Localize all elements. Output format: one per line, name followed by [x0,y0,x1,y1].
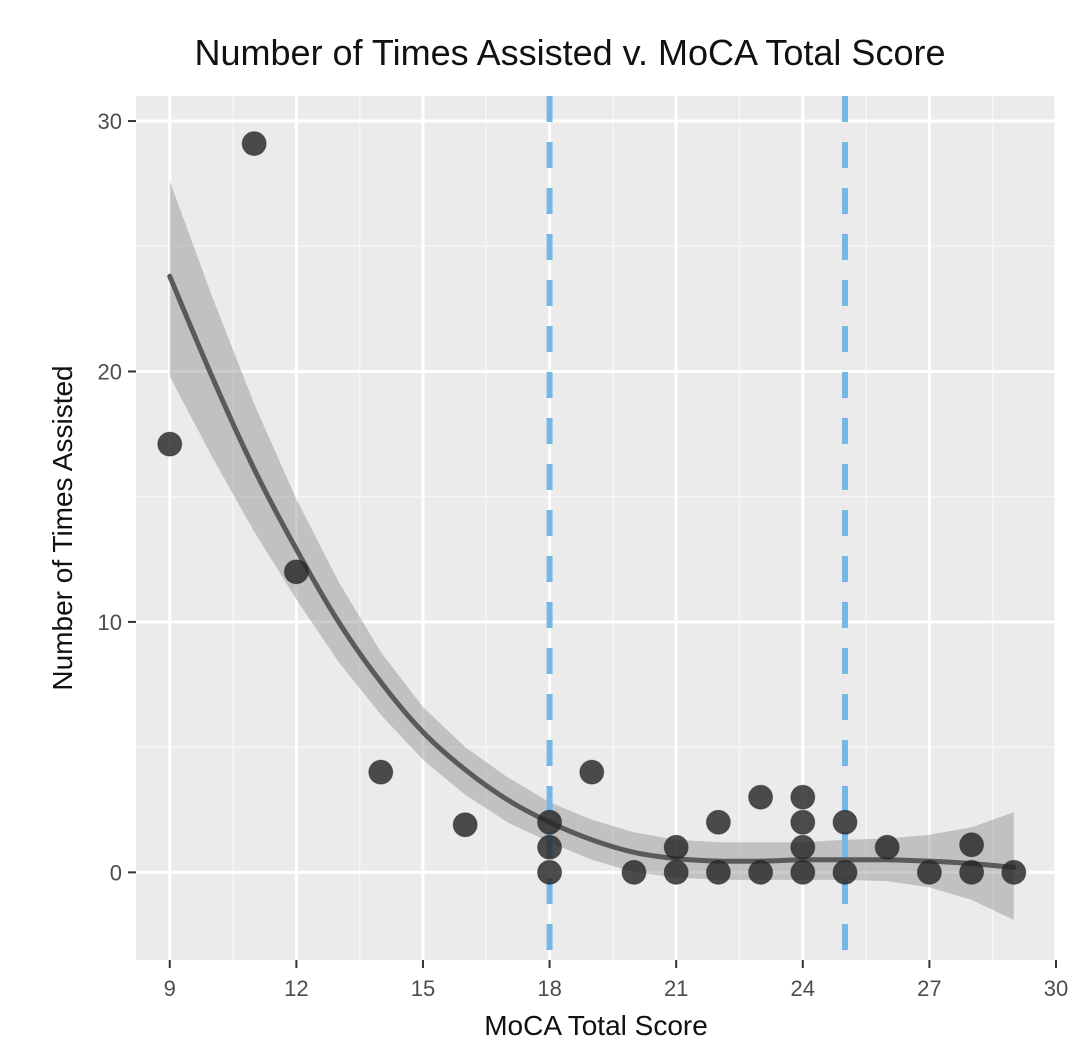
data-point [832,809,858,835]
data-point [452,812,478,838]
confidence-band [169,181,1014,920]
data-point [748,784,774,810]
data-point [790,784,816,810]
data-point [537,859,563,885]
data-point [748,859,774,885]
data-point [241,131,267,157]
data-point [705,859,731,885]
data-point [916,859,942,885]
data-point [621,859,647,885]
x-tick-label: 18 [537,976,561,1001]
data-point [874,834,900,860]
y-axis-title: Number of Times Assisted [47,365,78,690]
x-tick-label: 24 [791,976,815,1001]
data-point [663,859,689,885]
data-point [368,759,394,785]
x-tick-label: 9 [164,976,176,1001]
plot-panel [136,96,1056,960]
x-axis-title: MoCA Total Score [484,1010,708,1041]
x-tick-label: 27 [917,976,941,1001]
data-point [283,559,309,585]
chart-title: Number of Times Assisted v. MoCA Total S… [194,32,946,73]
data-point [832,859,858,885]
data-point [157,431,183,457]
data-point [1001,859,1027,885]
y-tick-label: 10 [98,610,122,635]
data-point [790,809,816,835]
y-tick-label: 20 [98,359,122,384]
data-point [537,834,563,860]
data-point [705,809,731,835]
data-point [663,834,689,860]
fit-curve [167,273,1017,870]
data-point [790,859,816,885]
y-tick-label: 0 [110,860,122,885]
x-tick-label: 30 [1044,976,1068,1001]
data-point [959,859,985,885]
data-point [959,832,985,858]
x-tick-label: 15 [411,976,435,1001]
data-point [579,759,605,785]
data-point [790,834,816,860]
data-point [537,809,563,835]
y-tick-label: 30 [98,109,122,134]
x-tick-label: 12 [284,976,308,1001]
x-tick-label: 21 [664,976,688,1001]
